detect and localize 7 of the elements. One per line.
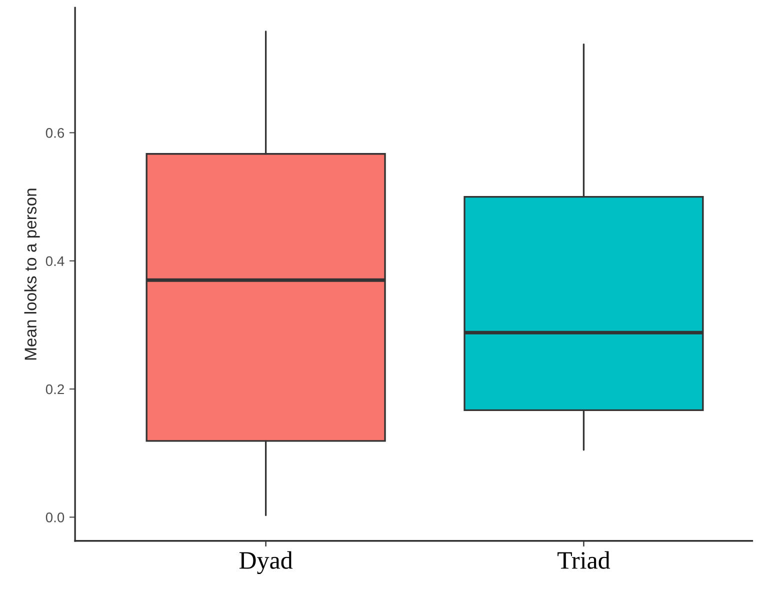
y-tick-label: 0.2	[46, 384, 64, 394]
x-tick-label: Dyad	[239, 551, 293, 574]
y-axis-title: Mean looks to a person	[24, 188, 40, 360]
y-tick-label: 0.4	[46, 256, 64, 266]
y-tick-label: 0.6	[46, 128, 64, 138]
y-tick-label: 0.0	[46, 512, 64, 522]
x-tick-label: Triad	[558, 551, 610, 569]
